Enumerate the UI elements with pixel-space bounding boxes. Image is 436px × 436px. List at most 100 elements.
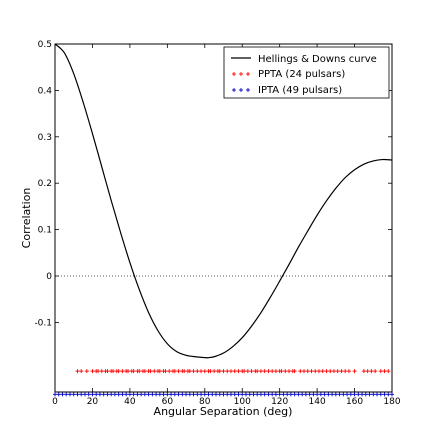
data-point — [126, 369, 131, 374]
data-point — [225, 369, 230, 374]
axes: 0 20 40 60 80 100 120 140 160 180 0.5 0.4 0.3 0.2 0.1 0… — [34, 40, 400, 407]
data-point — [240, 392, 245, 397]
data-point — [169, 392, 174, 397]
legend-swatch-plus — [232, 88, 236, 92]
x-tick-label: 180 — [383, 397, 400, 407]
data-point — [288, 392, 293, 397]
data-point — [270, 392, 275, 397]
data-point — [236, 369, 241, 374]
x-tick-label: 40 — [124, 397, 136, 407]
data-point — [60, 392, 65, 397]
data-point — [285, 392, 290, 397]
data-point — [266, 369, 271, 374]
data-point — [182, 369, 187, 374]
data-point — [292, 369, 297, 374]
y-tick-label: 0.5 — [38, 40, 52, 50]
data-point — [94, 392, 99, 397]
legend-swatches — [231, 57, 251, 92]
data-point — [161, 392, 166, 397]
y-tick-label: 0 — [46, 272, 52, 282]
data-point — [225, 392, 230, 397]
legend-swatch-plus — [239, 72, 243, 76]
data-point — [356, 392, 361, 397]
data-point — [79, 392, 84, 397]
data-point — [184, 392, 189, 397]
data-point — [300, 392, 305, 397]
data-point — [124, 392, 129, 397]
data-point — [101, 392, 106, 397]
x-tick-label: 140 — [309, 397, 326, 407]
data-point — [360, 392, 365, 397]
data-point — [326, 392, 331, 397]
data-point — [277, 392, 282, 397]
data-point — [86, 392, 91, 397]
legend-swatch-plus — [246, 88, 250, 92]
data-point — [180, 392, 185, 397]
x-tick-label: 20 — [87, 397, 99, 407]
x-tick-label: 120 — [271, 397, 288, 407]
data-point — [251, 392, 256, 397]
data-point — [322, 392, 327, 397]
data-point — [187, 392, 192, 397]
data-point — [150, 392, 155, 397]
data-point — [382, 369, 387, 374]
data-point — [318, 392, 323, 397]
data-point — [206, 392, 211, 397]
x-tick-label: 80 — [199, 397, 211, 407]
data-point — [339, 369, 344, 374]
data-point — [64, 392, 69, 397]
data-point — [214, 392, 219, 397]
data-point — [152, 369, 157, 374]
y-tick-label: 0.2 — [38, 179, 52, 189]
data-point — [202, 369, 207, 374]
data-point — [255, 369, 260, 374]
data-point — [335, 369, 340, 374]
data-point — [135, 392, 140, 397]
data-point — [105, 392, 110, 397]
data-point — [390, 392, 394, 397]
data-point — [386, 369, 391, 374]
data-point — [146, 392, 151, 397]
y-axis-label: Correlation — [20, 188, 33, 249]
data-point — [120, 369, 125, 374]
data-point — [258, 369, 263, 374]
data-point — [330, 392, 335, 397]
data-point — [212, 369, 217, 374]
data-point — [324, 369, 329, 374]
data-point — [71, 392, 76, 397]
data-point — [348, 392, 353, 397]
data-point — [176, 392, 181, 397]
data-point — [90, 369, 95, 374]
data-point — [221, 369, 226, 374]
data-point — [296, 392, 301, 397]
data-point — [307, 392, 312, 397]
data-point — [105, 369, 110, 374]
data-point — [352, 369, 357, 374]
data-point — [333, 392, 338, 397]
data-point — [287, 369, 292, 374]
data-point — [120, 392, 125, 397]
data-point — [187, 369, 192, 374]
data-point — [236, 392, 241, 397]
data-point — [167, 369, 172, 374]
data-point — [369, 369, 374, 374]
data-point — [90, 392, 95, 397]
data-point — [255, 392, 260, 397]
data-point — [273, 392, 278, 397]
plot-frame — [54, 43, 393, 393]
legend-swatch-plus — [246, 72, 250, 76]
data-point — [172, 369, 177, 374]
data-point — [53, 392, 57, 397]
data-point — [137, 369, 142, 374]
data-point — [365, 369, 370, 374]
legend-frame — [223, 46, 390, 99]
data-point — [232, 369, 237, 374]
data-point — [131, 369, 136, 374]
data-point — [96, 369, 101, 374]
data-point — [232, 392, 237, 397]
data-point — [352, 392, 357, 397]
y-tick-label: 0.4 — [38, 86, 53, 96]
data-point — [112, 392, 117, 397]
data-point — [316, 369, 321, 374]
